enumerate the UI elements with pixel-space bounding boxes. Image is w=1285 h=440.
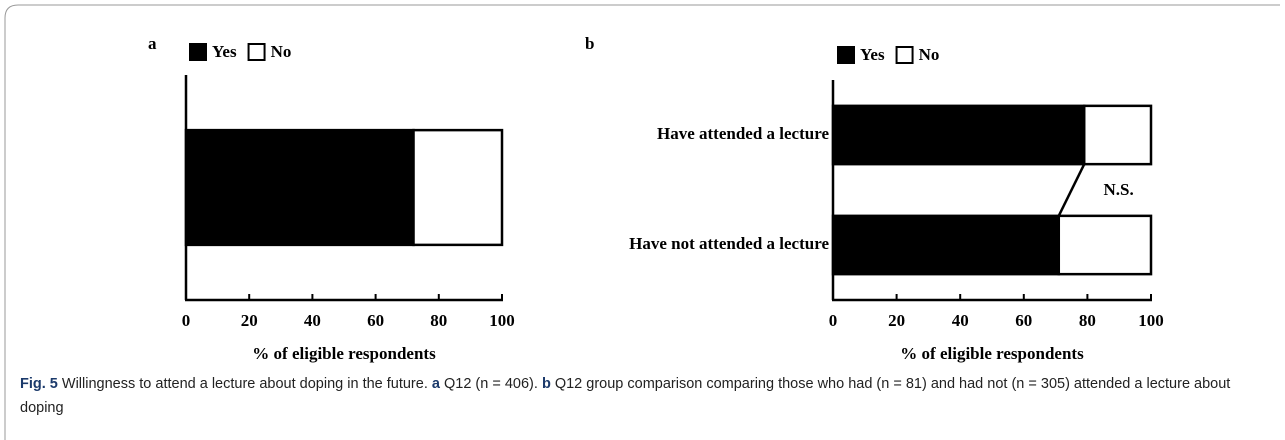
panel-label: a — [148, 34, 157, 53]
x-tick-label: 60 — [1015, 311, 1032, 330]
bar-segment — [831, 214, 1061, 276]
x-tick-label: 40 — [952, 311, 969, 330]
x-axis-label: % of eligible respondents — [900, 344, 1084, 363]
legend-label: Yes — [860, 45, 885, 64]
caption-text: Q12 (n = 406). — [439, 376, 542, 392]
bar-segment — [184, 128, 415, 247]
x-tick-label: 100 — [1138, 311, 1164, 330]
x-tick-label: 0 — [182, 311, 191, 330]
bar-segment — [1082, 104, 1153, 166]
x-tick-label: 60 — [367, 311, 384, 330]
caption-text: Willingness to attend a lecture about do… — [57, 376, 432, 392]
x-tick-label: 80 — [430, 311, 447, 330]
x-tick-label: 100 — [489, 311, 515, 330]
bar-segment — [1057, 214, 1153, 276]
caption-text: a — [431, 376, 440, 392]
legend-swatch — [247, 43, 266, 61]
x-tick-label: 20 — [241, 311, 258, 330]
category-label: Have not attended a lecture — [629, 234, 829, 253]
legend-label: No — [919, 45, 940, 64]
panel-label: b — [585, 34, 594, 53]
legend-label: Yes — [212, 42, 237, 61]
frame — [4, 4, 1280, 440]
x-tick-label: 20 — [888, 311, 905, 330]
x-tick-label: 40 — [304, 311, 321, 330]
x-axis-label: % of eligible respondents — [252, 344, 436, 363]
legend-swatch — [895, 46, 914, 64]
category-label: Have attended a lecture — [657, 124, 829, 143]
annotation: N.S. — [1104, 180, 1134, 199]
legend-swatch — [189, 43, 207, 61]
bar-segment — [412, 128, 504, 247]
x-tick-label: 80 — [1079, 311, 1096, 330]
annotation-connector — [1057, 163, 1086, 217]
x-tick-label: 0 — [829, 311, 838, 330]
legend-swatch — [837, 46, 855, 64]
caption-text: Fig. 5 — [20, 376, 58, 392]
bar-segment — [831, 104, 1086, 166]
caption-text: b — [541, 376, 551, 392]
caption: Fig. 5 Willingness to attend a lecture a… — [20, 372, 1265, 420]
caption-text: Q12 group comparison comparing those who… — [20, 376, 1231, 416]
legend-label: No — [271, 42, 292, 61]
